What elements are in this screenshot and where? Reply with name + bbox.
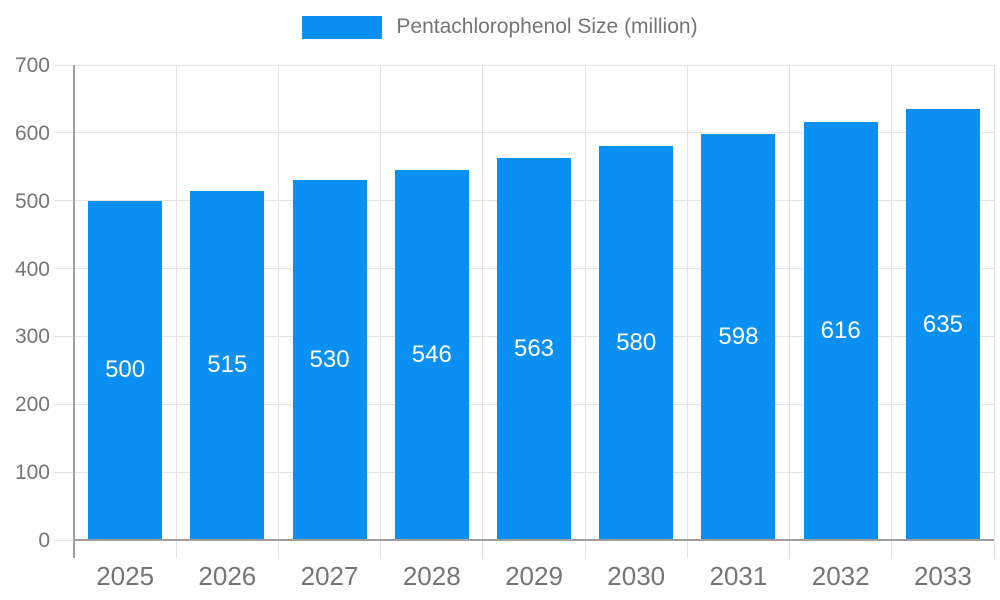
v-gridline xyxy=(891,65,893,540)
y-axis-tick xyxy=(54,471,74,473)
bar-2031[interactable] xyxy=(701,134,776,540)
x-tick-label: 2026 xyxy=(198,561,257,591)
y-tick-label: 400 xyxy=(14,257,50,281)
bar-2027[interactable] xyxy=(292,180,367,540)
y-tick-label: 700 xyxy=(14,54,50,77)
x-tick-label: 2032 xyxy=(811,561,870,591)
legend[interactable]: Pentachlorophenol Size (million) xyxy=(0,15,1000,39)
x-axis-tick xyxy=(993,540,995,558)
x-axis-tick xyxy=(175,540,177,558)
x-tick-label: 2028 xyxy=(402,561,461,591)
v-gridline xyxy=(584,65,586,540)
y-axis-tick xyxy=(54,132,74,134)
x-tick-label: 2031 xyxy=(709,561,768,591)
h-gridline xyxy=(74,132,994,134)
v-gridline xyxy=(380,65,382,540)
x-axis-tick xyxy=(380,540,382,558)
bar-2033[interactable] xyxy=(905,109,980,540)
y-tick-label: 600 xyxy=(14,121,50,145)
y-axis-tick xyxy=(54,200,74,202)
x-axis-line xyxy=(73,539,994,541)
bar-value-label: 530 xyxy=(309,346,350,374)
bar-2025[interactable] xyxy=(88,200,163,540)
v-gridline xyxy=(482,65,484,540)
bar-2032[interactable] xyxy=(803,122,878,540)
v-gridline xyxy=(789,65,791,540)
bar-2026[interactable] xyxy=(190,190,265,540)
bar-value-label: 515 xyxy=(207,351,248,379)
y-tick-label: 500 xyxy=(14,189,50,213)
v-gridline xyxy=(277,65,279,540)
y-axis-tick xyxy=(54,335,74,337)
x-axis-tick xyxy=(789,540,791,558)
h-gridline xyxy=(74,64,994,66)
v-gridline xyxy=(175,65,177,540)
y-axis-tick xyxy=(54,403,74,405)
y-tick-label: 0 xyxy=(38,529,50,552)
bar-value-label: 563 xyxy=(513,334,555,362)
x-tick-label: 2030 xyxy=(607,561,666,591)
y-axis-tick xyxy=(54,64,74,66)
legend-swatch-icon xyxy=(302,15,383,39)
y-tick-label: 300 xyxy=(14,325,50,349)
y-axis-tick xyxy=(54,268,74,270)
bar-2028[interactable] xyxy=(394,169,469,540)
y-tick-label: 100 xyxy=(14,461,50,485)
v-gridline xyxy=(993,65,995,540)
x-axis-tick xyxy=(482,540,484,558)
y-tick-label: 200 xyxy=(14,393,50,417)
bar-value-label: 635 xyxy=(922,310,963,338)
x-tick-label: 2025 xyxy=(96,561,155,591)
bar-2030[interactable] xyxy=(599,146,674,540)
legend-label: Pentachlorophenol Size (million) xyxy=(396,15,698,38)
x-tick-label: 2027 xyxy=(300,561,359,591)
x-axis-tick xyxy=(277,540,279,558)
bar-value-label: 580 xyxy=(616,329,657,357)
x-tick-label: 2033 xyxy=(913,561,972,591)
bar-value-label: 500 xyxy=(105,356,146,384)
x-axis-tick xyxy=(584,540,586,558)
y-axis-line xyxy=(73,65,75,558)
x-axis-tick xyxy=(686,540,688,558)
bar-value-label: 616 xyxy=(820,317,861,344)
x-tick-label: 2029 xyxy=(505,561,563,591)
v-gridline xyxy=(686,65,688,540)
x-axis-tick xyxy=(891,540,893,558)
y-axis-tick xyxy=(54,539,74,541)
bar-value-label: 546 xyxy=(411,340,452,368)
bar-value-label: 598 xyxy=(718,323,759,351)
bar-2029[interactable] xyxy=(497,157,571,540)
